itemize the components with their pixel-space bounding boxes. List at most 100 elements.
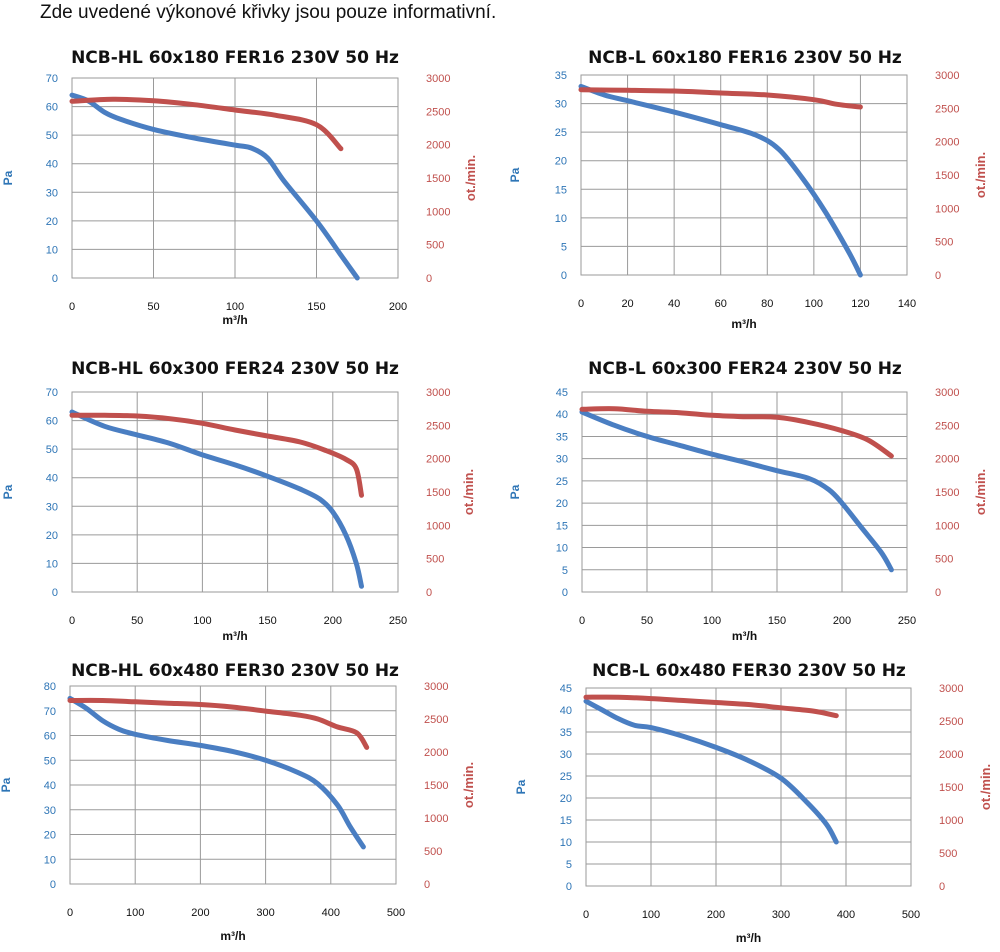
y2-tick-label: 1500 [935, 170, 959, 182]
y-tick-label: 0 [52, 273, 58, 285]
y2-tick-label: 1000 [939, 815, 963, 827]
y-tick-label: 0 [52, 587, 58, 599]
x-tick-label: 100 [703, 615, 721, 627]
x-tick-label: 200 [191, 907, 209, 919]
x-tick-label: 50 [147, 301, 159, 313]
y-tick-label: 50 [46, 130, 58, 142]
x-axis-label: m³/h [222, 629, 247, 643]
y2-axis-label: ot./min. [978, 764, 993, 810]
y2-tick-label: 500 [939, 848, 957, 860]
x-tick-label: 250 [898, 615, 916, 627]
x-tick-label: 250 [389, 615, 407, 627]
y-tick-label: 10 [44, 854, 56, 866]
y2-tick-label: 1500 [426, 487, 450, 499]
y-tick-label: 20 [44, 830, 56, 842]
y-tick-label: 35 [560, 727, 572, 739]
y-axis-label: Pa [1, 484, 15, 499]
x-axis-label: m³/h [220, 929, 245, 943]
x-tick-label: 0 [583, 909, 589, 921]
x-tick-label: 100 [126, 907, 144, 919]
chart-ncb-hl-60x480: NCB-HL 60x480 FER30 230V 50 Hz 0 10 20 30 40 5… [0, 652, 500, 952]
pressure-curve [69, 409, 364, 589]
y-tick-label: 50 [44, 755, 56, 767]
y-axis-label: Pa [1, 170, 15, 185]
chart-ncb-l-60x180: NCB-L 60x180 FER16 230V 50 Hz 0 5 10 15 20 25 3… [505, 40, 1000, 340]
speed-curve [69, 412, 364, 498]
x-tick-label: 40 [668, 298, 680, 310]
chart-svg: NCB-HL 60x300 FER24 230V 50 Hz 0 10 20 30 40 5… [1, 359, 476, 643]
chart-ncb-l-60x480: NCB-L 60x480 FER30 230V 50 Hz 0 5 10 15 20 25 3… [505, 652, 1000, 952]
x-tick-label: 500 [387, 907, 405, 919]
y2-tick-label: 2000 [939, 749, 963, 761]
x-tick-label: 0 [578, 298, 584, 310]
y-tick-label: 40 [46, 159, 58, 171]
y2-tick-label: 500 [424, 846, 442, 858]
y-tick-label: 25 [560, 771, 572, 783]
y-tick-label: 30 [556, 454, 568, 466]
x-tick-label: 150 [768, 615, 786, 627]
x-tick-label: 400 [322, 907, 340, 919]
pressure-curve [69, 92, 360, 281]
x-tick-label: 150 [258, 615, 276, 627]
y2-tick-label: 500 [426, 240, 444, 252]
y2-tick-label: 0 [935, 270, 941, 282]
y-tick-label: 10 [46, 558, 58, 570]
x-tick-label: 0 [67, 907, 73, 919]
y-tick-label: 25 [556, 476, 568, 488]
y2-tick-label: 2500 [935, 103, 959, 115]
chart-svg: NCB-L 60x480 FER30 230V 50 Hz 0 5 10 15 20 25 3… [514, 661, 993, 945]
y-tick-label: 40 [44, 780, 56, 792]
x-tick-label: 140 [898, 298, 916, 310]
y2-tick-label: 0 [939, 881, 945, 893]
y-tick-label: 70 [44, 706, 56, 718]
chart-svg: NCB-HL 60x480 FER30 230V 50 Hz 0 10 20 30 40 5… [0, 661, 476, 943]
y2-tick-label: 2000 [935, 137, 959, 149]
y2-tick-label: 1500 [939, 782, 963, 794]
y-tick-label: 70 [46, 387, 58, 399]
y2-axis-label: ot./min. [973, 152, 988, 198]
y2-tick-label: 0 [426, 587, 432, 599]
y-tick-label: 30 [555, 99, 567, 111]
x-tick-label: 60 [715, 298, 727, 310]
y2-tick-label: 2500 [939, 716, 963, 728]
y2-tick-label: 2000 [424, 747, 448, 759]
chart-title: NCB-L 60x480 FER30 230V 50 Hz [592, 661, 906, 681]
y-tick-label: 60 [44, 731, 56, 743]
y2-tick-label: 1500 [424, 780, 448, 792]
y-tick-label: 35 [555, 70, 567, 82]
y2-tick-label: 2000 [935, 454, 959, 466]
y-tick-label: 20 [555, 156, 567, 168]
y2-tick-label: 1500 [426, 173, 450, 185]
y-tick-label: 45 [560, 683, 572, 695]
y-tick-label: 20 [46, 530, 58, 542]
pressure-curve [578, 83, 863, 278]
x-tick-label: 120 [851, 298, 869, 310]
y-tick-label: 70 [46, 73, 58, 85]
y2-tick-label: 3000 [935, 387, 959, 399]
y-axis-label: Pa [508, 484, 522, 499]
y2-axis-label: ot./min. [461, 469, 476, 515]
chart-title: NCB-L 60x300 FER24 230V 50 Hz [588, 359, 902, 379]
y-tick-label: 60 [46, 102, 58, 114]
speed-curve [583, 694, 839, 719]
y2-tick-label: 2500 [424, 714, 448, 726]
x-axis-label: m³/h [732, 629, 757, 643]
x-axis-label: m³/h [222, 313, 247, 327]
chart-svg: NCB-L 60x180 FER16 230V 50 Hz 0 5 10 15 20 25 3… [508, 48, 988, 331]
y2-axis-label: ot./min. [973, 469, 988, 515]
x-tick-label: 200 [707, 909, 725, 921]
y-tick-label: 30 [46, 187, 58, 199]
y2-tick-label: 1000 [935, 520, 959, 532]
y-tick-label: 0 [50, 879, 56, 891]
x-tick-label: 200 [389, 301, 407, 313]
y2-tick-label: 1000 [424, 813, 448, 825]
y-tick-label: 10 [46, 244, 58, 256]
y2-tick-label: 3000 [939, 683, 963, 695]
x-tick-label: 500 [902, 909, 920, 921]
y-tick-label: 30 [46, 501, 58, 513]
y-axis-label: Pa [508, 167, 522, 182]
y2-tick-label: 1500 [935, 487, 959, 499]
y2-tick-label: 1000 [426, 206, 450, 218]
x-tick-label: 200 [833, 615, 851, 627]
y-tick-label: 0 [561, 270, 567, 282]
